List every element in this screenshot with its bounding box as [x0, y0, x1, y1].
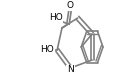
Text: N: N — [67, 66, 74, 75]
Text: HO: HO — [40, 46, 54, 55]
Text: HO: HO — [49, 14, 62, 22]
Text: O: O — [67, 1, 74, 10]
